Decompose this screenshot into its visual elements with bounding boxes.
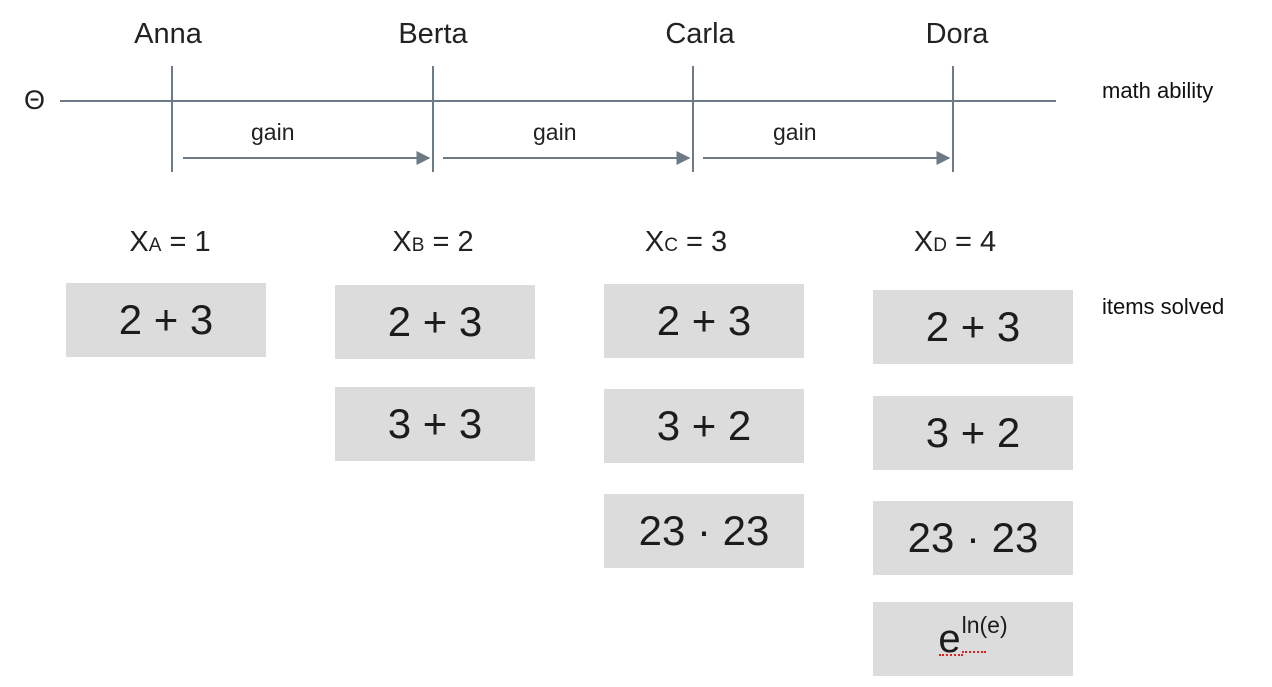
person-name-dora: Dora xyxy=(925,18,989,50)
gain-label: gain xyxy=(533,119,577,145)
person-name-anna: Anna xyxy=(134,18,202,50)
theta-symbol: Θ xyxy=(24,85,46,115)
person-name-berta: Berta xyxy=(398,18,468,50)
item-box-dora-4: e ln(e) xyxy=(873,602,1073,676)
item-box-berta-2: 3 + 3 xyxy=(335,387,535,461)
item-box-dora-1: 2 + 3 xyxy=(873,290,1073,364)
score-anna: XA = 1 xyxy=(129,226,211,258)
item-box-dora-2: 3 + 2 xyxy=(873,396,1073,470)
item-box-carla-1: 2 + 3 xyxy=(604,284,804,358)
score-dora: XD = 4 xyxy=(913,226,997,258)
person-name-carla: Carla xyxy=(665,18,735,50)
score-berta: XB = 2 xyxy=(392,226,474,258)
item-box-anna-1: 2 + 3 xyxy=(66,283,266,357)
item-box-carla-2: 3 + 2 xyxy=(604,389,804,463)
gain-label: gain xyxy=(251,119,295,145)
exponent-power: ln(e) xyxy=(961,611,1008,653)
axis-label-math-ability: math ability xyxy=(1102,78,1214,103)
items-solved-label: items solved xyxy=(1102,294,1225,319)
score-carla: XC = 3 xyxy=(644,226,728,258)
exponent-base: e xyxy=(938,616,963,661)
gain-label: gain xyxy=(773,119,817,145)
item-box-carla-3: 23 · 23 xyxy=(604,494,804,568)
item-box-berta-1: 2 + 3 xyxy=(335,285,535,359)
item-box-dora-3: 23 · 23 xyxy=(873,501,1073,575)
